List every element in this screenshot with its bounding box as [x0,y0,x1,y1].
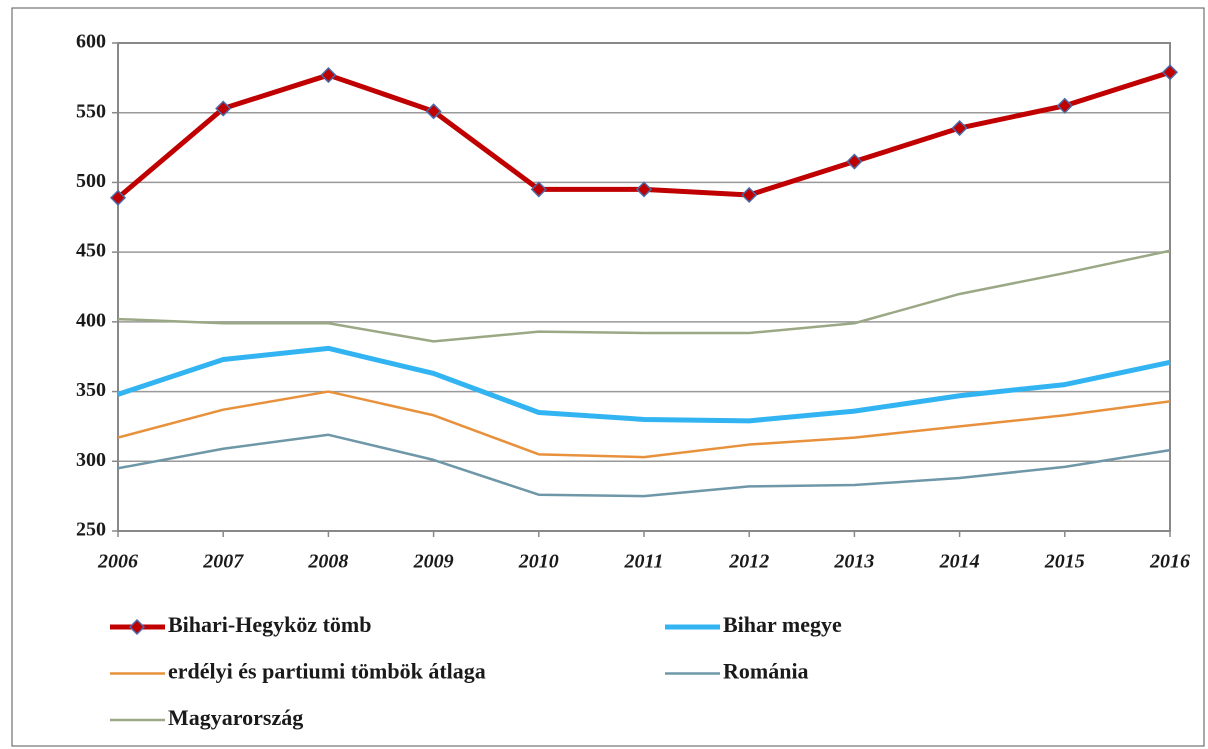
point-marker [425,103,442,120]
x-tick-label: 2013 [833,551,874,573]
chart-frame [11,7,1205,747]
x-tick-label: 2016 [1149,551,1190,573]
x-tick-label: 2010 [518,551,559,573]
point-marker [741,186,758,204]
y-tick-label: 250 [76,519,106,541]
legend-label: erdélyi és partiumi tömbök átlaga [168,659,486,684]
x-tick-label: 2012 [728,551,769,573]
point-marker [1056,97,1073,114]
point-marker [951,119,968,137]
point-marker [846,153,863,170]
series-line [117,390,1171,459]
y-tick-label: 600 [76,31,106,53]
x-tick-label: 2011 [624,551,664,573]
y-tick-label: 300 [76,449,106,471]
y-tick-label: 500 [76,170,106,192]
x-tick-label: 2014 [939,551,980,573]
point-marker [320,67,337,84]
y-tick-label: 550 [76,100,106,122]
y-tick-label: 400 [76,309,106,331]
point-marker [1161,64,1179,81]
point-marker [109,189,127,206]
series-line [117,433,1171,498]
x-tick-label: 2006 [97,551,138,573]
point-marker [635,181,653,198]
series-line [116,69,1171,200]
legend-label: Bihar megye [723,612,842,637]
legend-label: Magyarország [168,705,303,730]
x-tick-label: 2008 [307,551,348,573]
legend-label: Bihari-Hegyköz tömb [168,612,372,637]
point-marker [530,181,547,198]
plot-frame [117,42,1171,532]
x-tick-label: 2009 [413,551,454,573]
series-line [117,345,1171,424]
legend-label: Románia [723,659,809,684]
x-tick-label: 2007 [202,551,244,573]
point-marker [215,100,232,117]
series-line [117,249,1171,343]
y-tick-label: 350 [76,379,106,401]
legend-marker [128,618,146,636]
y-tick-label: 450 [76,240,106,262]
x-tick-label: 2015 [1044,551,1085,573]
